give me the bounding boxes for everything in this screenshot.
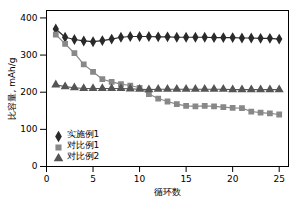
svg-text:0: 0 (32, 161, 38, 171)
svg-text:20: 20 (227, 174, 239, 184)
svg-text:实施例1: 实施例1 (67, 129, 100, 139)
svg-text:25: 25 (273, 174, 284, 184)
svg-text:300: 300 (20, 50, 37, 60)
svg-text:对比例2: 对比例2 (67, 151, 100, 161)
svg-text:比容量, mAh/g: 比容量, mAh/g (7, 57, 17, 119)
svg-text:0: 0 (44, 174, 50, 184)
svg-text:5: 5 (90, 174, 96, 184)
svg-text:对比例1: 对比例1 (67, 140, 100, 150)
svg-text:400: 400 (20, 13, 37, 23)
svg-text:200: 200 (20, 87, 37, 97)
svg-text:10: 10 (134, 174, 146, 184)
svg-text:15: 15 (180, 174, 191, 184)
svg-text:100: 100 (20, 124, 37, 134)
svg-text:循环数: 循环数 (154, 187, 181, 197)
